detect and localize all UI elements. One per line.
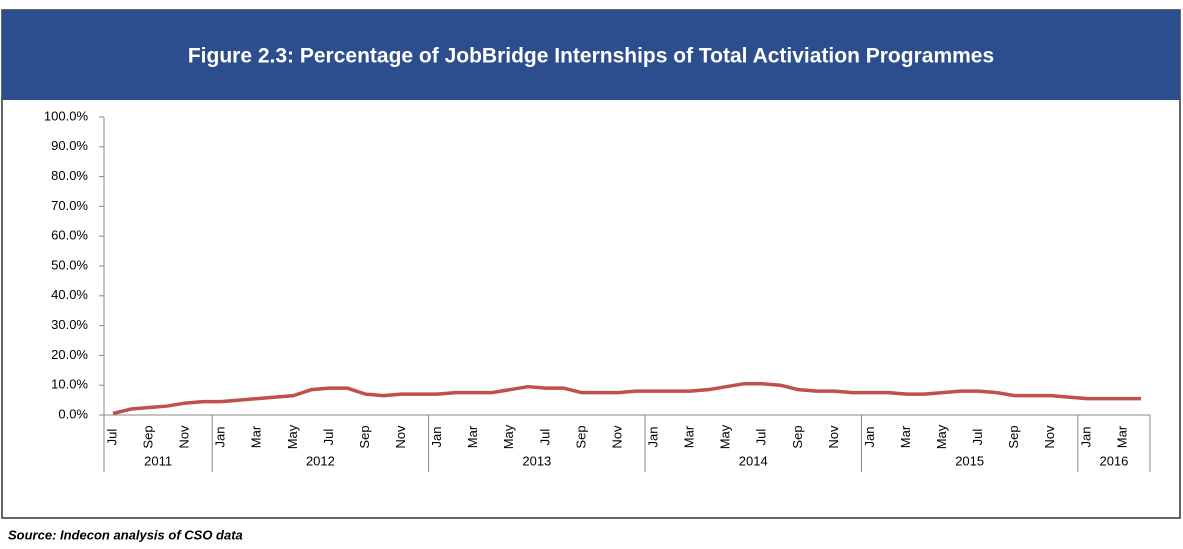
x-tick-label: May <box>285 424 300 449</box>
y-tick-label: 0.0% <box>58 406 88 421</box>
y-tick-label: 10.0% <box>51 377 88 392</box>
x-tick-label: Jan <box>213 427 228 448</box>
y-tick-label: 30.0% <box>51 317 88 332</box>
x-tick-label: Nov <box>826 425 841 449</box>
x-tick-label: Nov <box>1042 425 1057 449</box>
x-tick-label: Sep <box>790 425 805 448</box>
x-tick-label: Jul <box>104 429 119 446</box>
x-tick-label: Jan <box>1078 427 1093 448</box>
y-tick-label: 70.0% <box>51 198 88 213</box>
year-label: 2014 <box>739 453 768 468</box>
x-tick-label: Jul <box>537 429 552 446</box>
year-label: 2015 <box>955 453 984 468</box>
x-tick-label: Mar <box>249 425 264 448</box>
x-tick-label: May <box>934 424 949 449</box>
x-tick-label: Nov <box>393 425 408 449</box>
year-label: 2011 <box>144 453 172 468</box>
x-tick-label: Mar <box>1114 425 1129 448</box>
x-tick-label: Sep <box>573 425 588 448</box>
x-tick-label: Sep <box>1006 425 1021 448</box>
x-tick-label: Jul <box>754 429 769 446</box>
y-tick-label: 60.0% <box>51 228 88 243</box>
x-tick-label: Sep <box>357 425 372 448</box>
x-tick-label: Mar <box>465 425 480 448</box>
year-label: 2012 <box>306 453 335 468</box>
x-tick-label: May <box>501 424 516 449</box>
title-banner <box>2 10 1180 100</box>
year-label: 2016 <box>1099 453 1128 468</box>
x-tick-label: Jul <box>321 429 336 446</box>
x-tick-label: Nov <box>609 425 624 449</box>
x-tick-label: Jan <box>862 427 877 448</box>
x-tick-label: Jan <box>645 427 660 448</box>
x-tick-label: Jul <box>970 429 985 446</box>
y-tick-label: 90.0% <box>51 138 88 153</box>
y-tick-label: 80.0% <box>51 168 88 183</box>
y-tick-label: 40.0% <box>51 287 88 302</box>
y-tick-label: 100.0% <box>44 108 89 123</box>
chart-title: Figure 2.3: Percentage of JobBridge Inte… <box>188 45 994 68</box>
year-label: 2013 <box>522 453 551 468</box>
source-note: Source: Indecon analysis of CSO data <box>8 527 243 542</box>
y-tick-label: 50.0% <box>51 257 88 272</box>
x-tick-label: Sep <box>141 425 156 448</box>
x-tick-label: Mar <box>898 425 913 448</box>
x-tick-label: May <box>718 424 733 449</box>
x-tick-label: Nov <box>177 425 192 449</box>
y-tick-label: 20.0% <box>51 347 88 362</box>
x-tick-label: Jan <box>429 427 444 448</box>
line-series <box>112 381 1141 416</box>
x-tick-label: Mar <box>682 425 697 448</box>
